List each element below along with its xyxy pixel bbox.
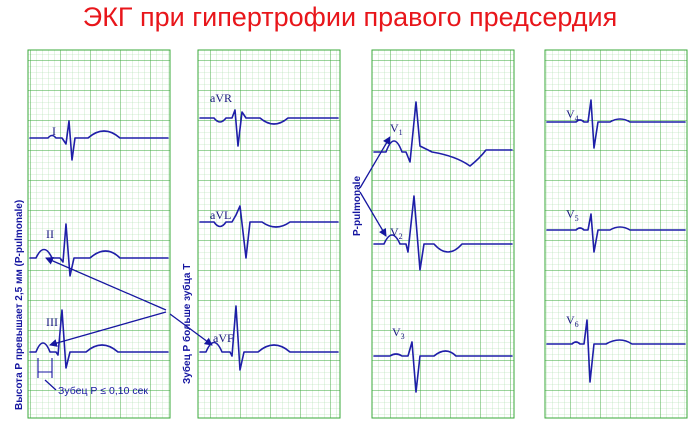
label-lead-avr: aVR xyxy=(210,91,232,105)
arrow-p-to-lead-avf xyxy=(169,313,213,346)
label-lead-iii: III xyxy=(46,315,58,329)
ecg-grid-panels xyxy=(27,49,688,419)
trace-lead-v5 xyxy=(546,213,686,253)
label-lead-v4: V4 xyxy=(566,107,579,123)
label-lead-v5: V5 xyxy=(566,207,579,223)
p-duration-bracket xyxy=(37,358,53,378)
label-lead-i: I xyxy=(52,124,56,138)
trace-lead-iii xyxy=(29,309,169,369)
annotation-p-duration: Зубец Р ≤ 0,10 сек xyxy=(58,385,148,397)
arrow-p-pulmonale-v2 xyxy=(359,191,387,237)
label-lead-v6: V6 xyxy=(566,313,579,329)
annotation-arrows xyxy=(37,136,391,391)
trace-lead-avl xyxy=(199,205,339,259)
ecg-traces xyxy=(29,99,686,393)
trace-lead-i xyxy=(29,120,169,161)
arrow-p-pulmonale-v1 xyxy=(359,136,391,189)
label-lead-v2: V2 xyxy=(390,225,403,241)
trace-lead-v6 xyxy=(546,319,686,383)
grid-panel-limb xyxy=(27,49,171,419)
arrow-p-to-lead-iii xyxy=(49,311,167,347)
annotation-p-height: Высота Р превышает 2,5 мм (P-pulmonale) xyxy=(14,200,25,410)
trace-lead-ii xyxy=(29,223,169,277)
grid-panel-v4-v6 xyxy=(544,49,688,419)
trace-lead-v4 xyxy=(546,99,686,149)
trace-lead-v2 xyxy=(373,195,513,271)
trace-lead-v1 xyxy=(373,101,513,167)
label-lead-ii: II xyxy=(46,227,54,241)
page-title: ЭКГ при гипертрофии правого предсердия xyxy=(82,2,618,32)
label-lead-v3: V3 xyxy=(392,325,405,341)
arrow-p-to-lead-ii xyxy=(45,257,167,311)
grid-panel-augmented xyxy=(197,49,341,419)
trace-lead-v3 xyxy=(373,341,513,393)
label-lead-avl: aVL xyxy=(210,208,231,222)
trace-lead-avr xyxy=(199,109,339,147)
p-duration-pointer xyxy=(44,379,57,391)
lead-labels: I II III aVR aVL aVF V1 V2 V3 V4 V5 V6 xyxy=(46,91,579,345)
label-lead-v1: V1 xyxy=(390,121,403,137)
annotation-p-taller-than-t: Зубец Р больше зубца Т xyxy=(181,264,193,384)
label-lead-avf: aVF xyxy=(213,331,234,345)
annotation-p-pulmonale: P-pulmonale xyxy=(352,176,363,236)
